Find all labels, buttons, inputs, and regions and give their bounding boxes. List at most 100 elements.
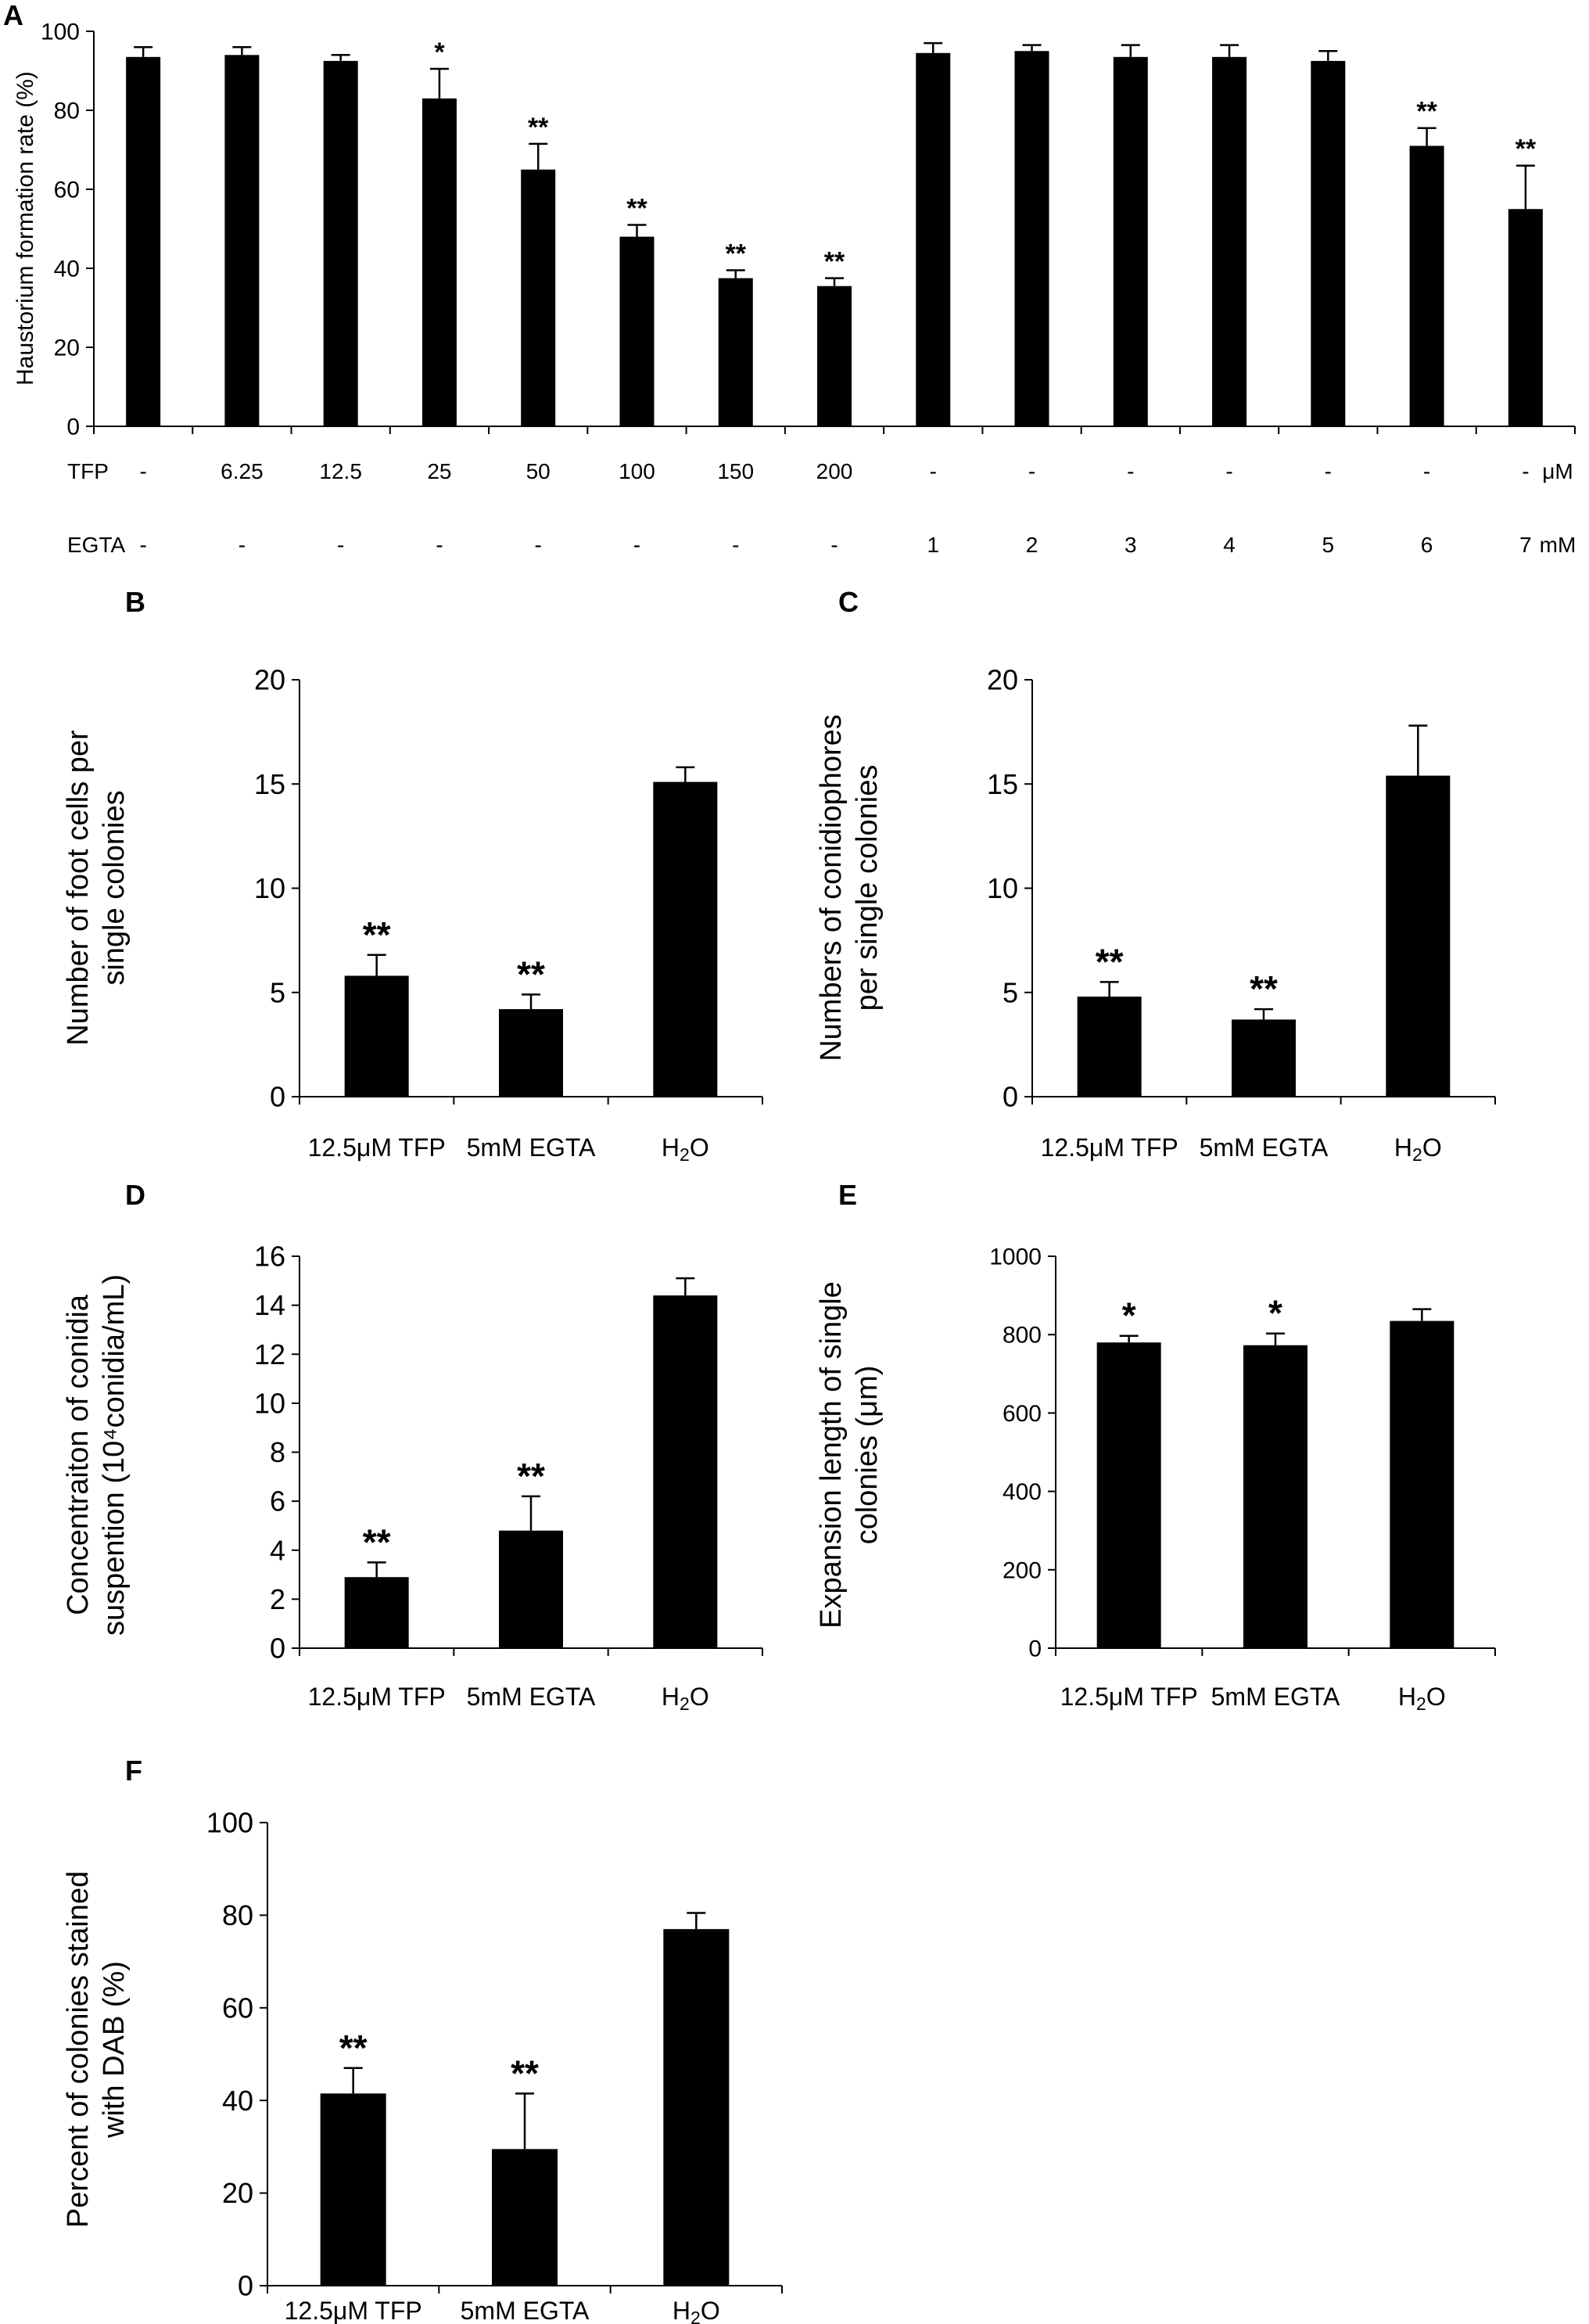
factor-level-tfp-6: 100 [619,459,655,483]
factor-level-egta-13: 5 [1322,533,1335,557]
factor-level-egta-8: - [830,533,838,557]
factor-level-tfp-9: - [930,459,937,483]
panel-f-letter: F [125,1755,142,1787]
significance-mark-2: ** [511,2053,539,2093]
factor-level-tfp-14: - [1423,459,1430,483]
category-label-3: H2O [1394,1133,1442,1165]
bar-10 [1014,51,1049,426]
significance-mark-1: ** [363,1521,391,1562]
panel-e-letter: E [838,1179,857,1211]
y-tick-label: 0 [270,1081,285,1113]
y-axis-label-line-1: Numbers of conidiophores [815,714,848,1061]
bar-2 [499,1009,563,1097]
factor-level-egta-11: 3 [1124,533,1137,557]
y-tick-label: 0 [1028,1636,1042,1662]
bar-3 [663,1929,730,2286]
significance-mark-1: ** [1096,941,1124,982]
y-axis-label: Haustorium formation rate (%) [13,71,38,386]
panel-c-plot: 0 5 10 15 20 Numbers of conidiophores per sing… [815,664,1496,1165]
y-tick-label: 5 [270,976,285,1008]
y-axis-label-line-2: suspention (10⁴conidia/mL) [98,1274,131,1636]
bar-6 [619,236,655,426]
significance-mark-2: ** [517,954,545,994]
significance-mark-2: * [1268,1293,1282,1334]
y-tick-label: 10 [254,1387,285,1419]
panel-d-chart: D 0 2 4 6 8 10 12 14 16 Concentraiton of conidia s… [62,1179,763,1714]
panel-b-chart: B 0 5 10 15 20 Number of foot cells per single… [62,586,763,1165]
significance-mark-1: ** [363,914,391,955]
panel-d-letter: D [125,1179,145,1211]
bar-2 [224,55,260,427]
factor-level-tfp-3: 12.5 [319,459,362,483]
factor-level-tfp-12: - [1225,459,1232,483]
y-axis-label-line-1: Percent of colonies stained [62,1871,95,2228]
y-tick-label: 80 [222,1899,253,1931]
factor-name-tfp: TFP [67,459,109,483]
y-axis-label-line-2: per single colonies [851,765,884,1011]
factor-level-egta-4: - [436,533,443,557]
bar-3 [1386,775,1451,1097]
category-label-1: 12.5μM TFP [308,1683,446,1711]
factor-level-tfp-4: 25 [427,459,451,483]
bar-1 [344,975,409,1097]
panel-f-plot: 0 20 40 60 80 100 Percent of colonies stained w… [62,1807,783,2324]
significance-mark-1: * [1122,1295,1136,1336]
factor-level-tfp-13: - [1325,459,1332,483]
bar-1 [1077,997,1142,1097]
y-axis-label-line-2: single colonies [98,790,131,985]
y-tick-label: 20 [222,2177,253,2209]
bar-3 [653,1295,718,1648]
factor-unit-egta: mM [1540,533,1576,557]
y-tick-label: 200 [1003,1557,1042,1583]
y-tick-label: 0 [270,1633,285,1665]
category-label-1: 12.5μM TFP [285,2297,422,2324]
y-tick-label: 14 [254,1289,285,1321]
y-axis-label-line-1: Concentraiton of conidia [62,1294,95,1615]
category-label-2: 5mM EGTA [1200,1133,1329,1162]
factor-level-egta-6: - [633,533,640,557]
category-label-1: 12.5μM TFP [1060,1683,1198,1711]
significance-mark-6: ** [626,193,647,223]
factor-level-egta-10: 2 [1026,533,1038,557]
panel-b-plot: 0 5 10 15 20 Number of foot cells per single c… [62,664,763,1165]
bar-11 [1113,56,1148,426]
y-tick-label: 800 [1003,1323,1042,1349]
category-label-2: 5mM EGTA [461,2297,590,2324]
bar-2 [1232,1019,1296,1097]
significance-mark-8: ** [824,247,845,277]
panel-d-plot: 0 2 4 6 8 10 12 14 16 Concentraiton of conidia sus… [62,1241,763,1714]
y-axis-label-line-1: Number of foot cells per [62,730,95,1046]
significance-mark-15: ** [1515,135,1537,164]
significance-mark-2: ** [1250,968,1278,1009]
panel-c-chart: C 0 5 10 15 20 Numbers of conidiophores per si… [815,586,1496,1165]
panel-e-chart: E 0 200 400 600 800 1000 Expansion length of s… [815,1179,1496,1714]
panel-a-chart: A 0 20 40 60 80 100 Haustorium formation rate … [3,0,1576,557]
bar-1 [126,56,161,426]
factor-level-tfp-2: 6.25 [221,459,264,483]
y-tick-label: 20 [254,664,285,696]
y-tick-label: 20 [987,664,1018,696]
factor-level-tfp-7: 150 [717,459,754,483]
factor-level-tfp-11: - [1127,459,1134,483]
y-axis-label-line-2: colonies (μm) [851,1366,884,1545]
category-label-2: 5mM EGTA [467,1133,596,1162]
bar-14 [1409,145,1444,426]
y-tick-label: 80 [54,99,80,124]
bar-3 [1390,1320,1454,1648]
y-tick-label: 600 [1003,1401,1042,1427]
category-label-3: H2O [662,1683,709,1714]
y-tick-label: 1000 [989,1245,1042,1270]
significance-mark-14: ** [1416,97,1437,127]
significance-mark-7: ** [725,239,746,269]
y-tick-label: 6 [270,1485,285,1518]
bar-1 [344,1577,409,1648]
bar-3 [653,781,718,1097]
significance-mark-5: ** [528,113,549,142]
y-axis-label-line-1: Expansion length of single [815,1281,848,1629]
y-tick-label: 0 [238,2270,253,2302]
panel-b-letter: B [125,586,145,618]
panel-a-plot: 0 20 40 60 80 100 Haustorium formation rate (%… [13,20,1576,558]
y-tick-label: 12 [254,1338,285,1370]
factor-level-tfp-8: 200 [816,459,853,483]
y-tick-label: 15 [254,768,285,800]
